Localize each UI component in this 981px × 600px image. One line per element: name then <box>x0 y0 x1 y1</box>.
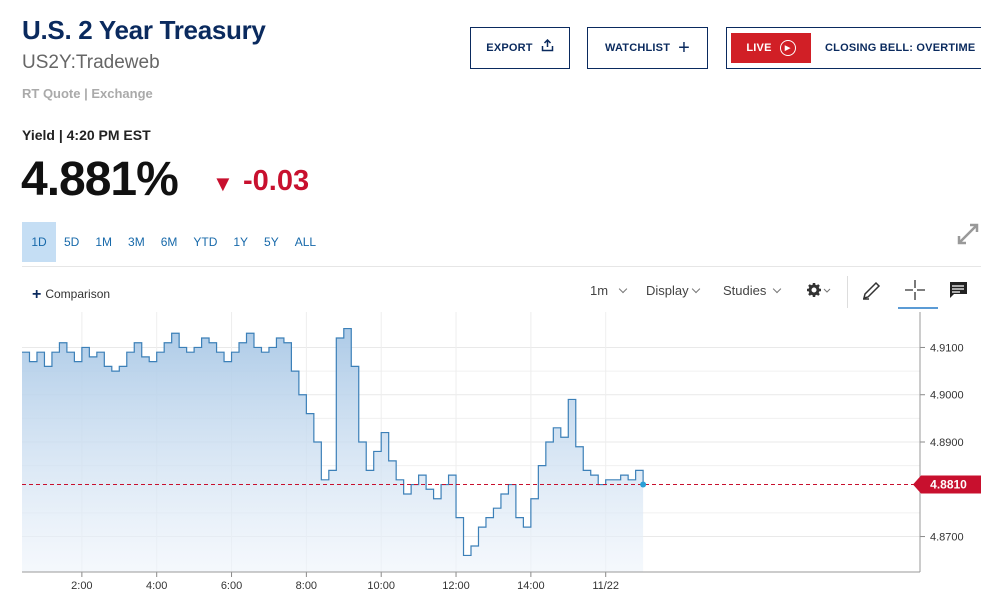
chart-line <box>22 327 644 557</box>
last-value-badge: 4.8810 <box>913 475 981 494</box>
page-title: U.S. 2 Year Treasury <box>22 15 266 45</box>
x-tick-label: 14:00 <box>517 580 545 592</box>
live-label: LIVE <box>746 42 772 54</box>
x-tick-label: 4:00 <box>146 580 167 592</box>
x-tick-label: 6:00 <box>221 580 242 592</box>
live-badge: LIVE ▶ <box>731 33 811 63</box>
comparison-label: Comparison <box>45 287 111 301</box>
live-button[interactable]: LIVE ▶ CLOSING BELL: OVERTIME <box>726 27 981 69</box>
range-tab-5y[interactable]: 5Y <box>264 235 279 249</box>
quote-meta: RT Quote | Exchange <box>22 86 153 101</box>
x-tick-label: 12:00 <box>442 580 470 592</box>
change-value: -0.03 <box>243 165 310 197</box>
range-tabs: 1D 5D 1M 3M 6M YTD 1Y 5Y ALL <box>22 222 324 262</box>
interval-label: 1m <box>590 283 609 298</box>
crosshair-icon[interactable] <box>903 278 927 302</box>
price-value: 4.881% <box>21 153 179 206</box>
watchlist-button[interactable]: WATCHLIST + <box>587 27 708 69</box>
expand-icon[interactable] <box>956 222 980 246</box>
last-value-dot <box>640 481 647 488</box>
studies-select[interactable]: Studies <box>723 283 782 298</box>
range-tab-5d[interactable]: 5D <box>64 235 80 249</box>
x-tick-label: 11/22 <box>592 580 619 592</box>
plus-icon: + <box>32 286 42 303</box>
toolbar-separator <box>847 276 848 308</box>
chart-svg[interactable]: 4.9100 4.9000 4.8900 4.8700 2:00 4:00 6:00 8:0… <box>0 310 981 600</box>
x-tick-label: 8:00 <box>296 580 317 592</box>
range-tab-6m[interactable]: 6M <box>160 235 178 249</box>
comment-icon[interactable] <box>946 278 970 302</box>
export-label: EXPORT <box>486 42 533 54</box>
live-program-label: CLOSING BELL: OVERTIME <box>825 42 976 54</box>
interval-select[interactable]: 1m <box>590 283 628 298</box>
yield-label: Yield | 4:20 PM EST <box>22 127 151 143</box>
triangle-down-icon: ▼ <box>212 171 234 196</box>
play-icon: ▶ <box>779 40 796 56</box>
y-tick-label: 4.9000 <box>930 390 964 402</box>
export-button[interactable]: EXPORT <box>470 27 570 69</box>
chevron-down-icon <box>691 284 700 294</box>
x-tick-label: 10:00 <box>367 580 395 592</box>
range-tab-1y[interactable]: 1Y <box>233 235 249 249</box>
plus-icon: + <box>678 36 691 59</box>
last-value-badge-shape <box>913 475 981 494</box>
studies-label: Studies <box>723 283 767 298</box>
y-tick-label: 4.9100 <box>930 342 964 354</box>
toolbar-divider <box>22 266 981 267</box>
range-tab-ytd[interactable]: YTD <box>193 235 218 249</box>
symbol-label: US2Y:Tradeweb <box>22 52 160 73</box>
display-label: Display <box>646 283 689 298</box>
yield-chart[interactable]: 4.9100 4.9000 4.8900 4.8700 2:00 4:00 6:00 8:0… <box>0 310 981 600</box>
display-select[interactable]: Display <box>646 283 700 298</box>
last-value-label: 4.8810 <box>930 478 967 492</box>
watchlist-label: WATCHLIST <box>604 42 671 54</box>
crosshair-active-indicator <box>898 307 938 309</box>
x-tick-label: 2:00 <box>71 580 92 592</box>
y-tick-label: 4.8900 <box>930 437 964 449</box>
range-tab-1m[interactable]: 1M <box>95 235 113 249</box>
share-icon <box>541 38 554 57</box>
chart-area <box>22 328 644 572</box>
comparison-button[interactable]: + Comparison <box>32 286 110 304</box>
chevron-down-icon <box>618 284 628 294</box>
range-tab-3m[interactable]: 3M <box>128 235 145 249</box>
range-tab-all[interactable]: ALL <box>294 235 317 249</box>
y-tick-label: 4.8700 <box>930 532 964 544</box>
chevron-down-icon <box>773 284 782 294</box>
pencil-icon[interactable] <box>860 278 884 302</box>
range-tab-1d[interactable]: 1D <box>22 222 56 262</box>
gear-icon[interactable] <box>805 278 831 302</box>
